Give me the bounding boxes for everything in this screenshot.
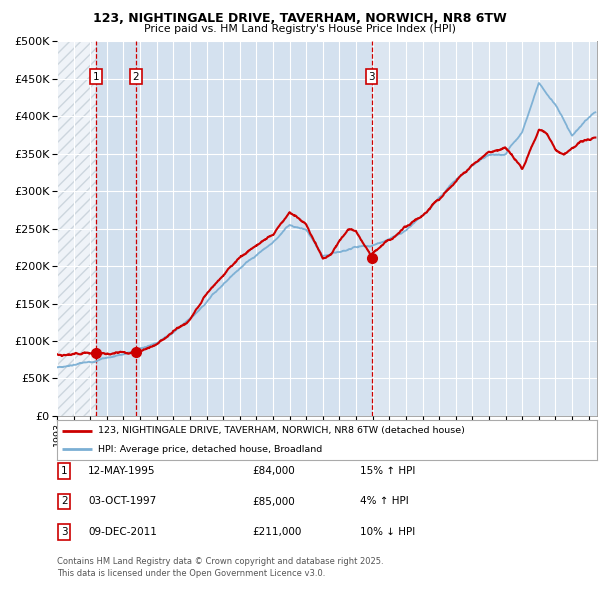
Text: 1: 1	[61, 466, 68, 476]
Bar	[136, 41, 371, 416]
Text: 2: 2	[61, 497, 68, 506]
Text: 09-DEC-2011: 09-DEC-2011	[88, 527, 157, 537]
Text: 3: 3	[61, 527, 68, 537]
Text: 123, NIGHTINGALE DRIVE, TAVERHAM, NORWICH, NR8 6TW (detached house): 123, NIGHTINGALE DRIVE, TAVERHAM, NORWIC…	[97, 427, 464, 435]
Bar	[57, 41, 96, 416]
Text: £85,000: £85,000	[252, 497, 295, 506]
Text: 3: 3	[368, 71, 375, 81]
Text: 2: 2	[133, 71, 139, 81]
Text: 1: 1	[93, 71, 100, 81]
Text: 123, NIGHTINGALE DRIVE, TAVERHAM, NORWICH, NR8 6TW: 123, NIGHTINGALE DRIVE, TAVERHAM, NORWIC…	[93, 12, 507, 25]
Text: Price paid vs. HM Land Registry's House Price Index (HPI): Price paid vs. HM Land Registry's House …	[144, 24, 456, 34]
Bar	[96, 41, 136, 416]
Text: 10% ↓ HPI: 10% ↓ HPI	[360, 527, 415, 537]
Text: 12-MAY-1995: 12-MAY-1995	[88, 466, 156, 476]
Text: 03-OCT-1997: 03-OCT-1997	[88, 497, 157, 506]
Text: 15% ↑ HPI: 15% ↑ HPI	[360, 466, 415, 476]
Text: £84,000: £84,000	[252, 466, 295, 476]
Text: 4% ↑ HPI: 4% ↑ HPI	[360, 497, 409, 506]
Text: Contains HM Land Registry data © Crown copyright and database right 2025.
This d: Contains HM Land Registry data © Crown c…	[57, 557, 383, 578]
Text: HPI: Average price, detached house, Broadland: HPI: Average price, detached house, Broa…	[97, 445, 322, 454]
Text: £211,000: £211,000	[252, 527, 301, 537]
